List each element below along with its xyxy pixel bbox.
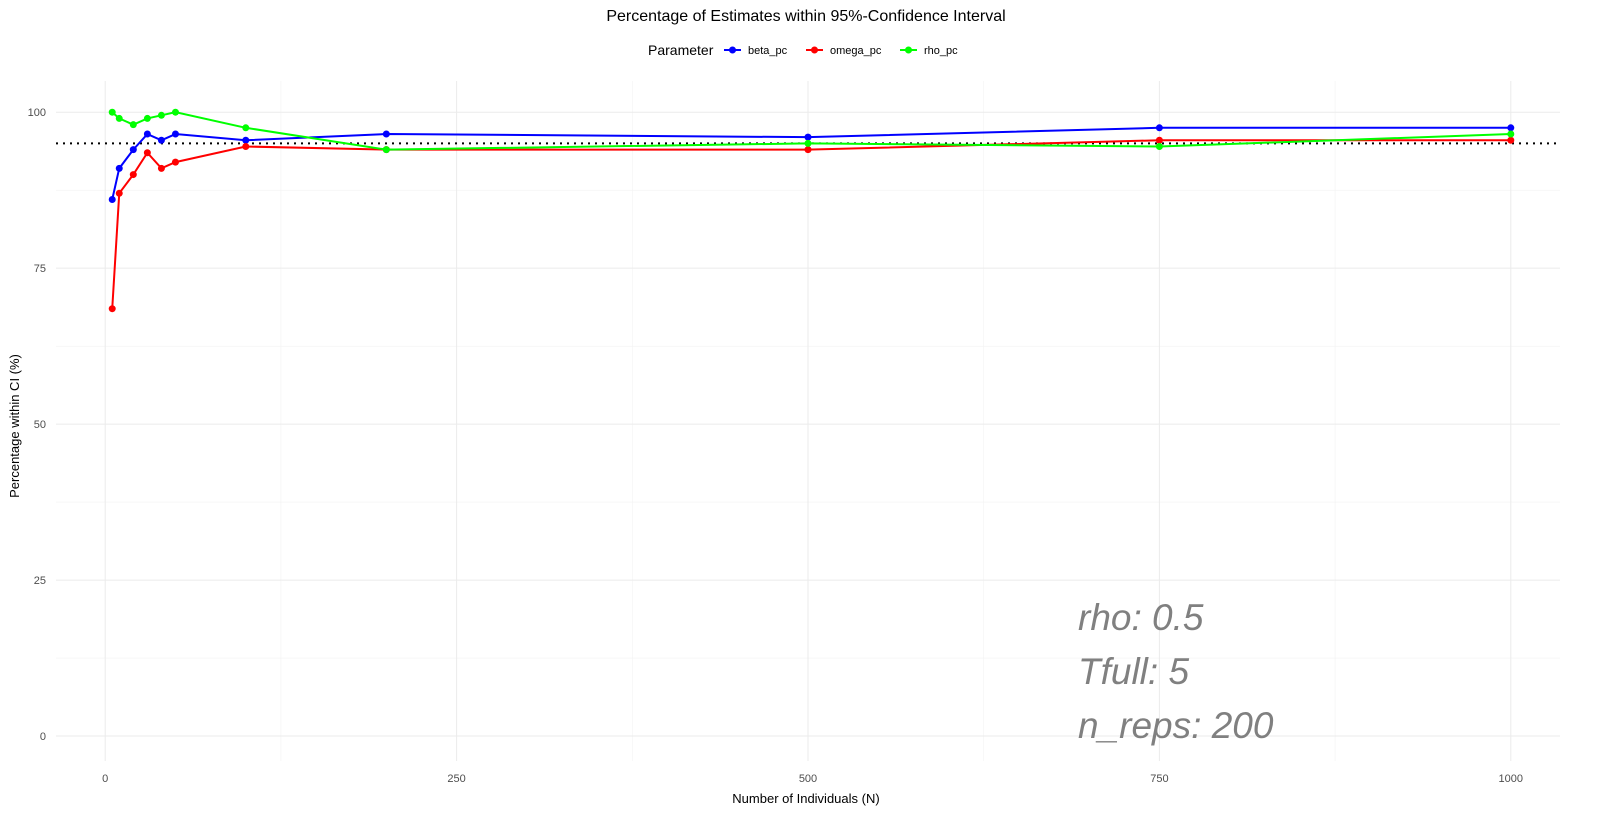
data-point-rho_pc (1507, 130, 1515, 138)
data-point-beta_pc (157, 136, 165, 144)
data-point-omega_pc (115, 189, 123, 197)
data-point-beta_pc (143, 130, 151, 138)
legend: Parameter beta_pc omega_pc rho_pc (648, 42, 958, 58)
x-axis-ticks: 0 250 500 750 1000 (102, 773, 1523, 785)
data-point-omega_pc (108, 305, 116, 313)
data-point-beta_pc (242, 136, 250, 144)
y-tick-label: 75 (34, 263, 46, 275)
y-tick-label: 100 (28, 107, 46, 119)
x-tick-label: 1000 (1499, 773, 1523, 785)
x-axis-title: Number of Individuals (N) (732, 791, 879, 806)
annotations: rho: 0.5 Tfull: 5 n_reps: 200 (1078, 597, 1274, 746)
series-omega_pc (108, 136, 1515, 313)
legend-title: Parameter (648, 42, 714, 58)
y-tick-label: 0 (40, 731, 46, 743)
y-tick-label: 50 (34, 419, 46, 431)
data-point-beta_pc (804, 133, 812, 141)
data-point-rho_pc (242, 124, 250, 132)
data-point-rho_pc (382, 146, 390, 154)
data-point-beta_pc (108, 196, 116, 204)
data-point-rho_pc (129, 121, 137, 129)
data-point-rho_pc (1155, 143, 1163, 151)
y-axis-title: Percentage within CI (%) (7, 354, 22, 498)
grid (56, 81, 1560, 761)
data-point-omega_pc (1155, 136, 1163, 144)
x-tick-label: 750 (1150, 773, 1168, 785)
legend-key-point (811, 46, 818, 54)
y-axis-ticks: 0 25 50 75 100 (28, 107, 46, 743)
data-point-omega_pc (157, 164, 165, 172)
legend-key-point (905, 46, 912, 54)
data-point-beta_pc (382, 130, 390, 138)
data-point-rho_pc (804, 139, 812, 147)
data-point-rho_pc (143, 114, 151, 122)
annotation-n-reps: n_reps: 200 (1078, 705, 1274, 746)
data-point-beta_pc (171, 130, 179, 138)
data-point-beta_pc (1507, 124, 1515, 132)
legend-label-beta_pc: beta_pc (748, 45, 788, 57)
data-point-omega_pc (242, 143, 250, 151)
data-point-omega_pc (804, 146, 812, 154)
series-rho_pc (108, 108, 1515, 154)
series-layer (108, 108, 1515, 313)
series-beta_pc (108, 124, 1515, 204)
data-point-omega_pc (171, 158, 179, 166)
data-point-omega_pc (1507, 136, 1515, 144)
data-point-rho_pc (115, 114, 123, 122)
annotation-tfull: Tfull: 5 (1078, 651, 1189, 692)
data-point-omega_pc (129, 171, 137, 179)
x-tick-label: 0 (102, 773, 108, 785)
data-point-beta_pc (129, 146, 137, 154)
series-line-omega_pc (111, 139, 1511, 309)
data-point-rho_pc (108, 108, 116, 116)
data-point-omega_pc (143, 149, 151, 157)
legend-label-omega_pc: omega_pc (830, 45, 882, 57)
data-point-rho_pc (157, 111, 165, 119)
x-tick-label: 250 (447, 773, 465, 785)
data-point-beta_pc (1155, 124, 1163, 132)
legend-label-rho_pc: rho_pc (924, 45, 958, 57)
annotation-rho: rho: 0.5 (1078, 597, 1204, 638)
data-point-beta_pc (115, 164, 123, 172)
data-point-rho_pc (171, 108, 179, 116)
x-tick-label: 500 (799, 773, 817, 785)
series-line-beta_pc (111, 126, 1511, 200)
legend-items: beta_pc omega_pc rho_pc (724, 45, 958, 57)
chart-title: Percentage of Estimates within 95%-Confi… (606, 8, 1005, 25)
legend-key-point (729, 46, 736, 54)
y-tick-label: 25 (34, 575, 46, 587)
